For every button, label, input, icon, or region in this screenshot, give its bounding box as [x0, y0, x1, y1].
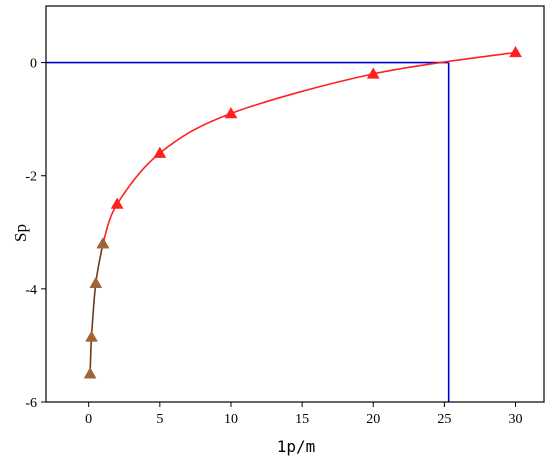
series-1-point: [509, 45, 522, 58]
plot-area: [46, 45, 522, 402]
x-axis-title: 1p/m: [277, 437, 316, 456]
series-1-point: [153, 146, 167, 158]
x-tick-label: 20: [366, 412, 380, 427]
x-tick-label: 15: [295, 412, 309, 427]
series-2-point: [96, 237, 110, 249]
y-tick-label: -2: [25, 170, 37, 185]
y-tick-label: 0: [30, 57, 37, 72]
y-axis-title: Sp: [11, 224, 30, 242]
plot-frame: [45, 5, 545, 403]
series-1-point: [110, 197, 124, 209]
x-tick-label: 30: [509, 412, 523, 427]
x-tick-label: 0: [85, 412, 92, 427]
series-1-line: [102, 51, 516, 244]
x-tick-label: 5: [156, 412, 163, 427]
series-1-point: [366, 67, 380, 79]
x-tick-label: 10: [224, 412, 238, 427]
series-2-line: [89, 243, 104, 374]
x-tick-label: 25: [437, 412, 451, 427]
series-2-point: [89, 276, 103, 288]
axes: 0 5 10 15 20 25 30 0 -2 -4 -6: [25, 5, 545, 427]
series-1-point: [224, 106, 238, 119]
y-tick-label: -4: [25, 283, 37, 298]
series-2-point: [85, 330, 98, 342]
y-tick-label: -6: [25, 396, 37, 411]
series-2-point: [83, 367, 97, 379]
